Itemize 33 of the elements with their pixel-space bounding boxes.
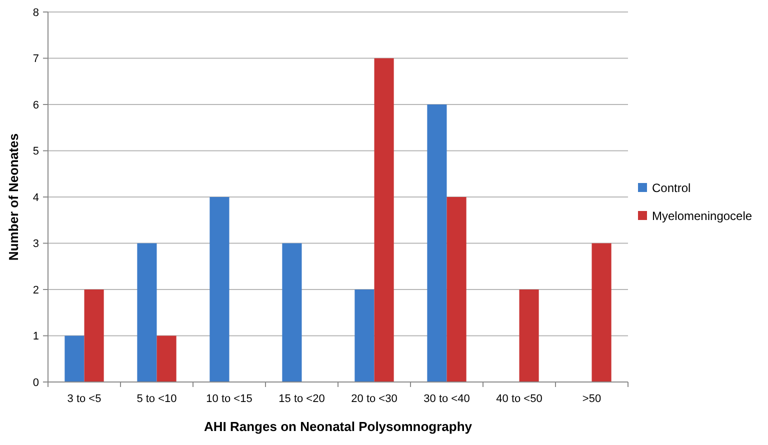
legend-label: Control (652, 181, 691, 196)
x-tick-label: 3 to <5 (67, 393, 102, 405)
x-axis-title: AHI Ranges on Neonatal Polysomnography (204, 419, 473, 434)
bar (374, 58, 394, 382)
x-tick-label: 20 to <30 (351, 393, 398, 405)
x-tick-label: 5 to <10 (136, 393, 177, 405)
y-axis-title: Number of Neonates (6, 133, 21, 261)
y-tick-label: 6 (32, 99, 39, 112)
bar (282, 243, 302, 382)
x-tick-label: >50 (582, 393, 602, 405)
bar (210, 197, 230, 382)
bar (427, 104, 447, 382)
bar (84, 290, 104, 382)
x-tick-label: 10 to <15 (206, 393, 252, 405)
bar (446, 197, 466, 382)
x-tick-label: 40 to <50 (496, 393, 542, 405)
bar (64, 336, 84, 382)
y-tick-label: 2 (32, 284, 39, 296)
y-tick-label: 0 (32, 376, 39, 389)
y-tick-label: 1 (32, 330, 39, 343)
legend-label: Myelomeningocele (652, 209, 752, 224)
y-tick-label: 7 (32, 53, 39, 66)
bar (519, 290, 539, 382)
y-tick-label: 5 (32, 146, 39, 158)
x-tick-label: 15 to <20 (278, 393, 325, 405)
bar (156, 336, 176, 382)
y-tick-label: 3 (32, 238, 39, 250)
x-tick-label: 30 to <40 (424, 393, 470, 405)
bar (354, 290, 374, 382)
bar (137, 243, 157, 382)
bar (592, 243, 612, 382)
y-tick-label: 4 (32, 192, 39, 204)
y-tick-label: 8 (32, 6, 39, 19)
